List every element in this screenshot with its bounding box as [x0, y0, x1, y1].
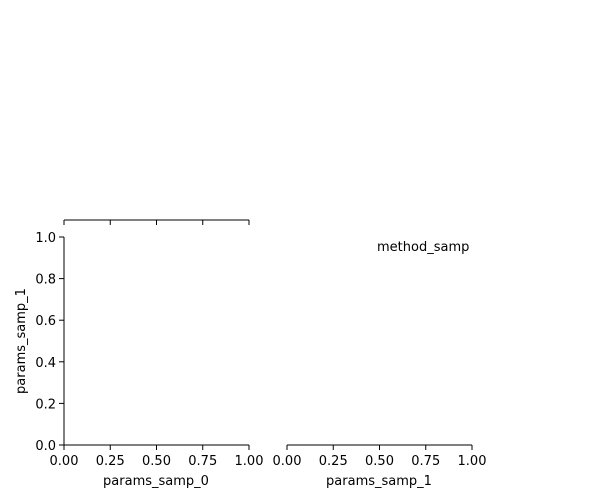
bottom-left-y-tick-label: 0.2: [35, 397, 56, 412]
panel-bottom-left: 0.00.20.40.60.81.0 0.00 0.25 0.50 0.75 1.00 …: [14, 231, 263, 489]
bottom-left-x-tick-label: 0.00: [50, 454, 79, 469]
bottom-left-y-tick-label: 0.8: [35, 273, 56, 288]
bottom-right-x-tick-label: 0.25: [319, 454, 348, 469]
bottom-left-y-ticks: 0.0 0.2 0.4 0.6 0.8 1.0: [35, 231, 64, 454]
bottom-left-y-tick-label: 0.6: [35, 314, 56, 329]
bottom-left-y-tick-label: 0.0: [35, 439, 56, 454]
bottom-left-x-axis-label: params_samp_0: [103, 474, 209, 489]
bottom-right-x-tick-label: 0.50: [365, 454, 394, 469]
bottom-right-x-axis-label: params_samp_1: [326, 474, 432, 489]
legend-title: method_samp: [377, 240, 469, 255]
bottom-right-x-tick-label: 0.75: [411, 454, 440, 469]
top-left-x-ticks: [63, 220, 250, 225]
panel-bottom-right: 0.00 0.25 0.50 0.75 1.00 params_samp_1: [273, 444, 487, 489]
bottom-right-x-tick-label: 0.00: [273, 454, 302, 469]
bottom-left-y-tick-label: 0.4: [35, 356, 56, 371]
bottom-left-x-tick-label: 0.75: [188, 454, 217, 469]
panel-top-left: [63, 219, 250, 225]
bottom-left-x-ticks: 0.00 0.25 0.50 0.75 1.00: [50, 445, 264, 469]
bottom-left-x-tick-label: 0.25: [96, 454, 125, 469]
bottom-left-y-tick-label: 1.0: [35, 231, 56, 246]
bottom-right-x-ticks: 0.00 0.25 0.50 0.75 1.00: [273, 445, 487, 469]
bottom-right-x-tick-label: 1.00: [458, 454, 487, 469]
bottom-left-y-axis-label: params_samp_1: [14, 288, 29, 394]
bottom-left-x-tick-label: 1.00: [235, 454, 264, 469]
bottom-left-x-tick-label: 0.50: [142, 454, 171, 469]
